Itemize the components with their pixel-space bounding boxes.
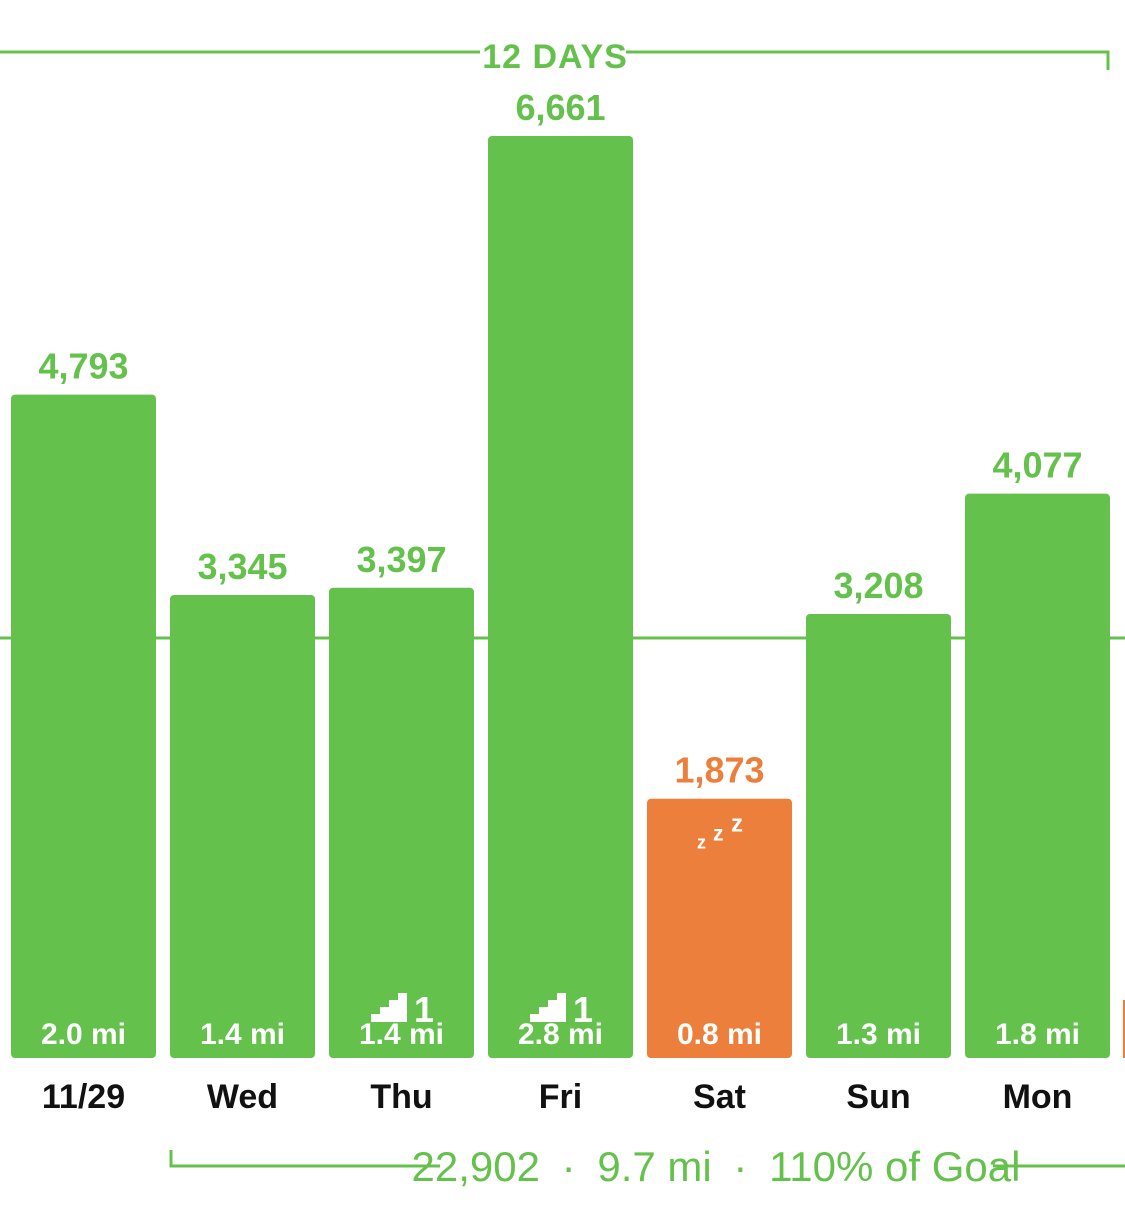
floors-count-thu: 1 (414, 989, 434, 1030)
bar-partial-next (1123, 1000, 1125, 1058)
summary-separator-2: · (733, 1143, 747, 1190)
period-bracket: 12 DAYS (0, 38, 1110, 76)
distance-label-thu: 1.4 mi (359, 1018, 444, 1051)
period-label: 12 DAYS (482, 38, 628, 76)
bars: 4,793 2.0 mi 11/29 3,345 1.4 mi Wed 3,397 1.4 m… (11, 87, 1125, 1116)
bar-fri[interactable] (488, 136, 633, 1058)
bar-mon[interactable] (965, 493, 1110, 1058)
summary-separator-1: · (562, 1143, 576, 1190)
period-bracket-right-line (626, 50, 1110, 70)
distance-label-wed: 1.4 mi (200, 1018, 285, 1051)
day-label-sun: Sun (846, 1078, 910, 1116)
day-label-mon: Mon (1003, 1078, 1073, 1116)
bar-sun[interactable] (806, 613, 951, 1058)
summary-distance: 9.7 mi (597, 1143, 711, 1190)
summary-steps: 22,902 (412, 1143, 540, 1190)
value-label-mon: 4,077 (992, 445, 1082, 486)
bar-thu[interactable] (329, 587, 474, 1058)
bar-1129[interactable] (11, 394, 156, 1058)
summary-goal: 110% of Goal (769, 1143, 1020, 1190)
value-label-fri: 6,661 (515, 87, 605, 128)
value-label-1129: 4,793 (38, 346, 128, 387)
summary-bracket-left-line (169, 1150, 440, 1168)
stairs-icon (530, 993, 566, 1022)
day-label-1129: 11/29 (42, 1078, 125, 1116)
day-label-wed: Wed (207, 1078, 278, 1116)
distance-label-sat: 0.8 mi (677, 1018, 762, 1051)
distance-label-sun: 1.3 mi (836, 1018, 921, 1051)
value-label-sat: 1,873 (674, 750, 764, 791)
floors-count-fri: 1 (573, 989, 593, 1030)
bar-wed[interactable] (170, 594, 315, 1058)
summary-text: 22,902 · 9.7 mi · 110% of Goal (412, 1143, 1021, 1190)
day-label-sat: Sat (693, 1078, 746, 1116)
day-label-thu: Thu (370, 1078, 432, 1116)
value-label-thu: 3,397 (356, 539, 446, 580)
day-label-fri: Fri (539, 1078, 582, 1116)
value-label-wed: 3,345 (197, 546, 287, 587)
bar-sat[interactable] (647, 798, 792, 1058)
svg-text:z: z (713, 823, 724, 846)
svg-text:z: z (731, 811, 743, 838)
distance-label-fri: 2.8 mi (518, 1018, 603, 1051)
value-label-sun: 3,208 (833, 565, 923, 606)
summary-bracket: 22,902 · 9.7 mi · 110% of Goal (169, 1143, 1125, 1190)
distance-label-mon: 1.8 mi (995, 1018, 1080, 1051)
svg-text:z: z (697, 833, 706, 853)
stairs-icon (371, 993, 407, 1022)
distance-label-1129: 2.0 mi (41, 1018, 126, 1051)
